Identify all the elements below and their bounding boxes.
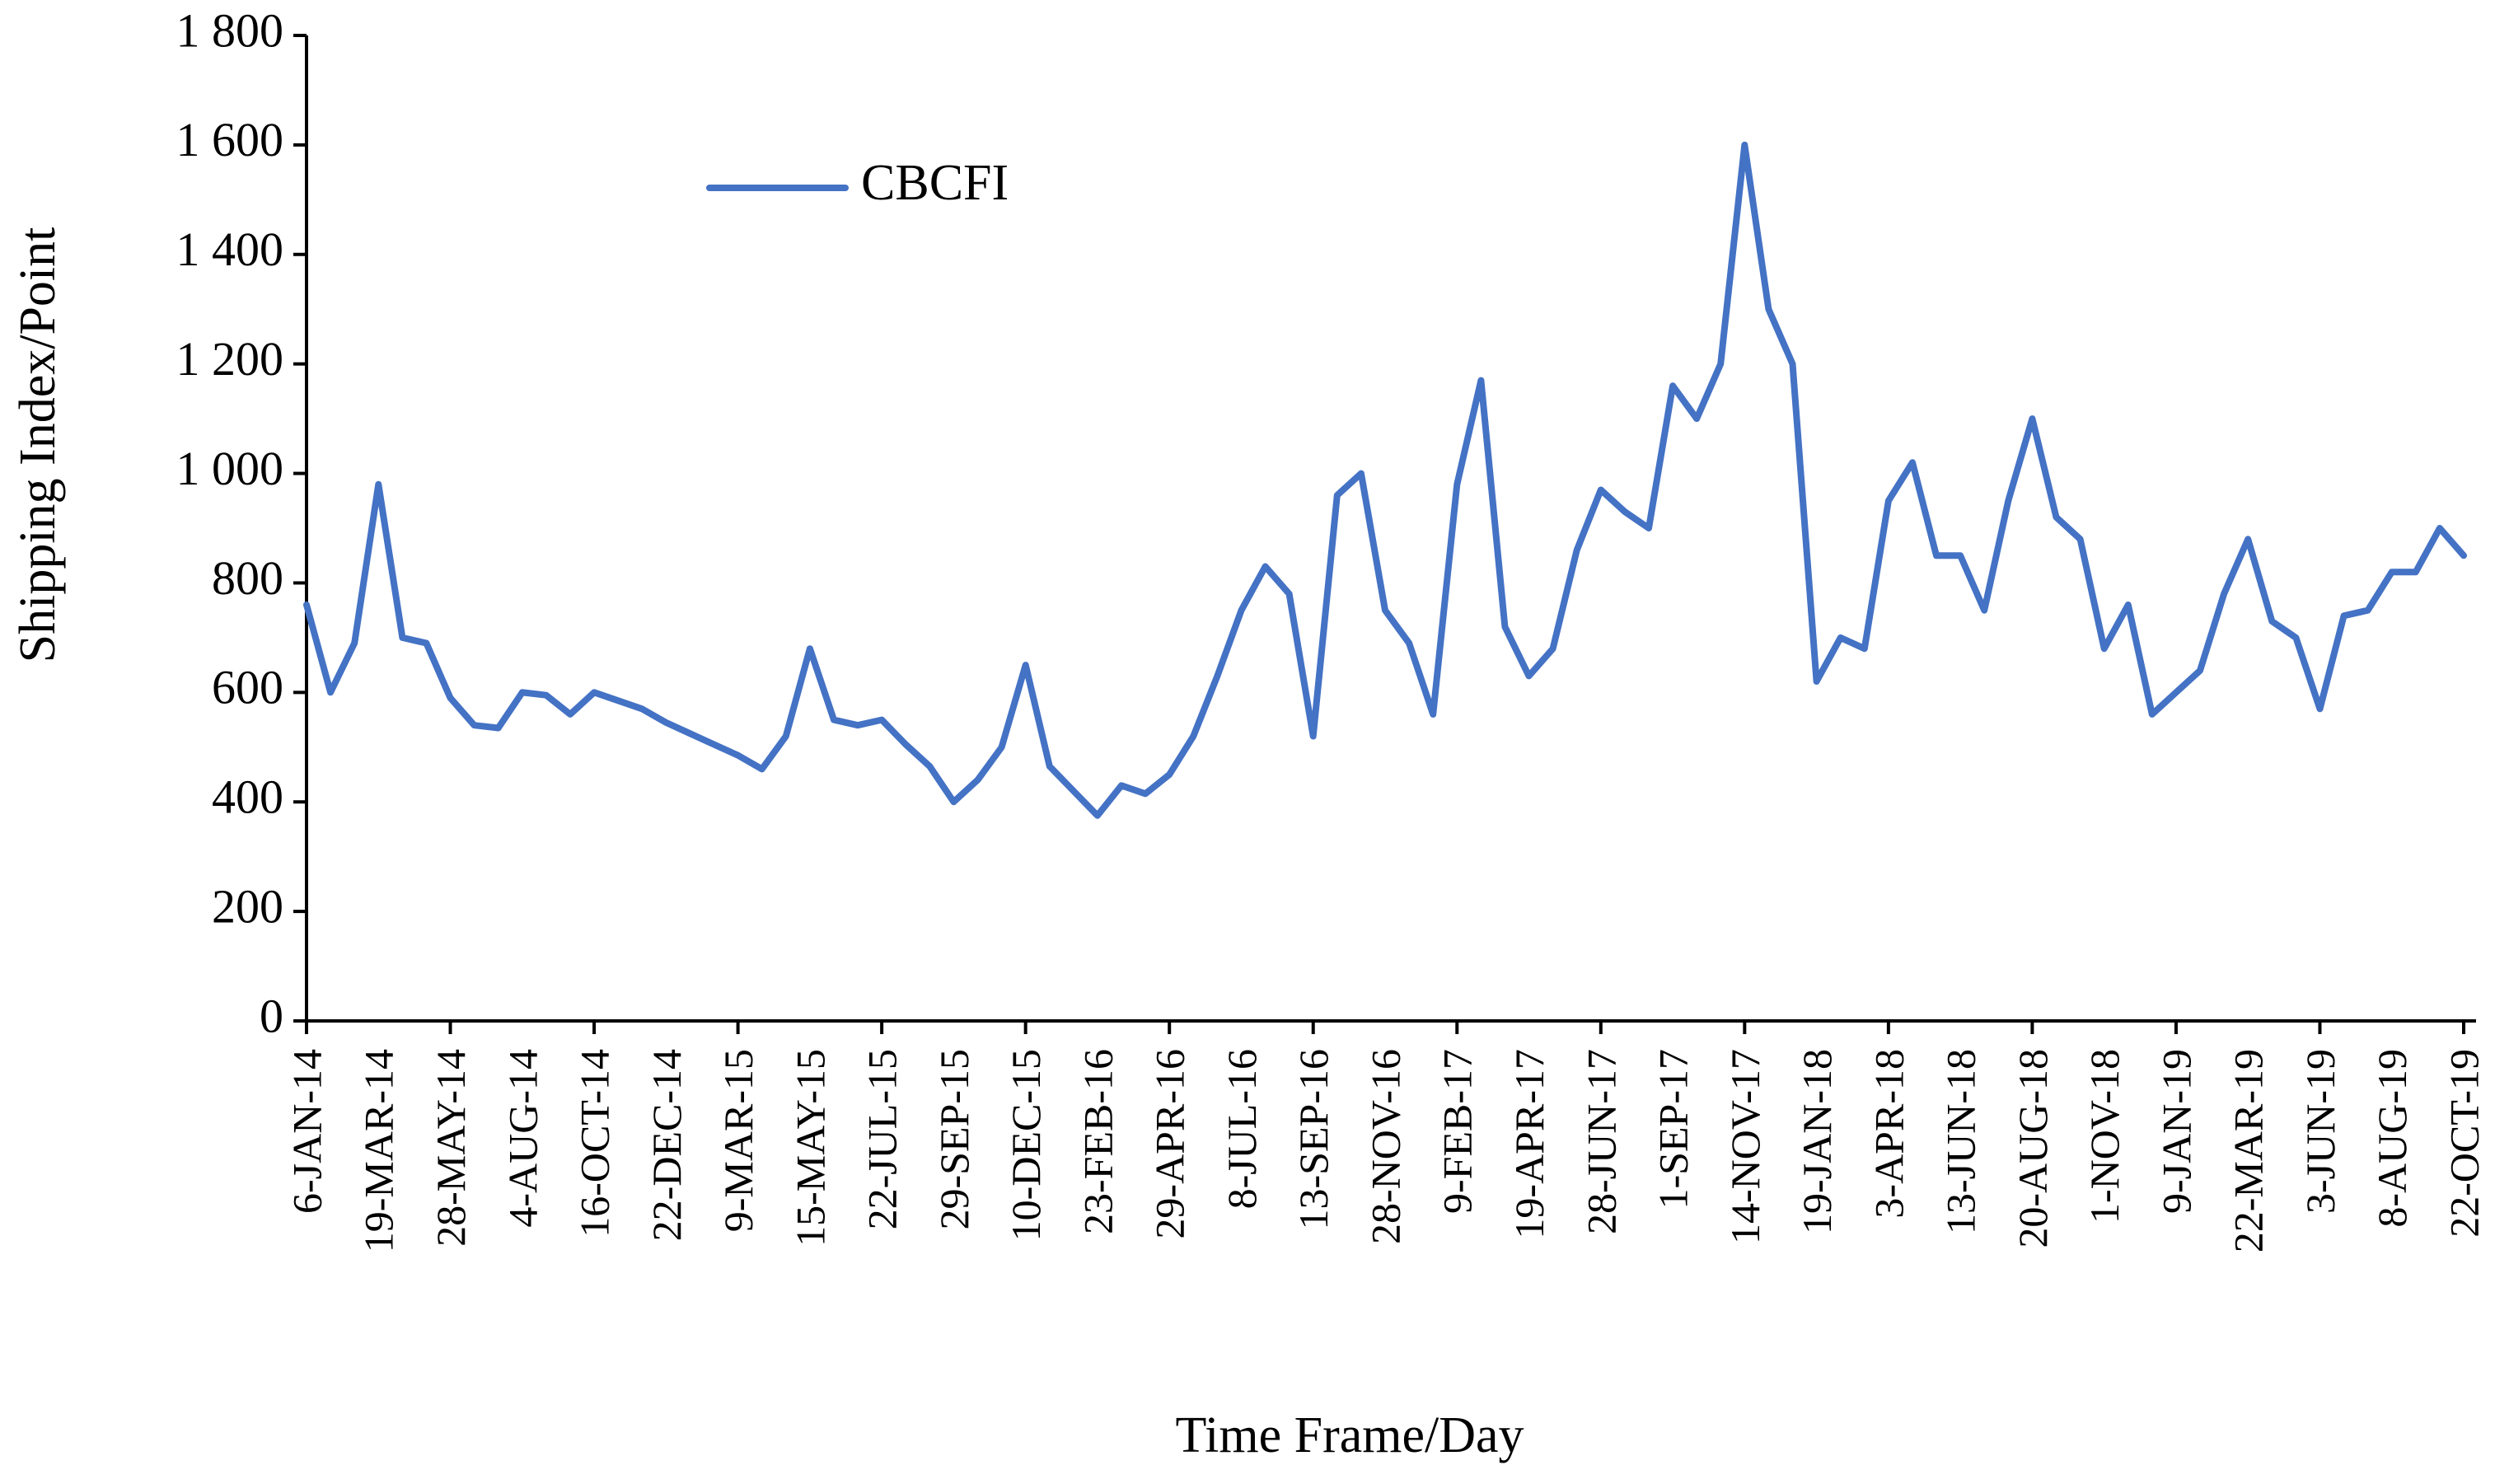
x-tick-label: 19-MAR-14 — [356, 1049, 402, 1252]
y-tick-label: 1 400 — [176, 222, 284, 276]
y-axis-title: Shipping Index/Point — [10, 227, 66, 663]
x-tick-label: 3-JUN-19 — [2297, 1049, 2343, 1214]
x-tick-label: 20-AUG-18 — [2010, 1049, 2056, 1248]
x-tick-label: 6-JAN-14 — [283, 1049, 330, 1214]
x-tick-label: 22-OCT-19 — [2441, 1049, 2487, 1238]
x-tick-label: 13-JUN-18 — [1938, 1049, 1984, 1234]
x-tick-label: 28-JUN-17 — [1578, 1049, 1624, 1234]
x-tick-label: 19-APR-17 — [1506, 1049, 1552, 1239]
x-tick-label: 9-JAN-19 — [2153, 1049, 2199, 1214]
x-tick-label: 8-JUL-16 — [1219, 1049, 1265, 1209]
x-tick-label: 19-JAN-18 — [1794, 1049, 1840, 1234]
x-tick-label: 13-SEP-16 — [1290, 1049, 1336, 1229]
x-tick-label: 29-SEP-15 — [931, 1049, 977, 1229]
x-tick-label: 22-MAR-19 — [2226, 1049, 2272, 1252]
y-tick-label: 1 000 — [176, 442, 284, 495]
x-tick-label: 22-JUL-15 — [859, 1049, 906, 1229]
y-tick-label: 0 — [260, 989, 283, 1042]
y-tick-label: 200 — [212, 879, 283, 933]
x-tick-label: 8-AUG-19 — [2369, 1049, 2415, 1228]
x-tick-label: 4-AUG-14 — [499, 1049, 545, 1228]
legend-label: CBCFI — [861, 155, 1009, 211]
x-tick-label: 16-OCT-14 — [572, 1049, 618, 1238]
x-axis-title: Time Frame/Day — [1175, 1407, 1524, 1463]
x-tick-label: 15-MAY-15 — [787, 1049, 833, 1247]
data-line — [303, 141, 2467, 819]
x-tick-label: 28-MAY-14 — [428, 1049, 474, 1247]
x-tick-label: 22-DEC-14 — [644, 1049, 690, 1241]
x-tick-label: 1-NOV-18 — [2081, 1049, 2128, 1224]
y-tick-label: 1 600 — [176, 113, 284, 166]
x-tick-label: 3-APR-18 — [1865, 1049, 1912, 1219]
x-tick-label: 14-NOV-17 — [1722, 1049, 1768, 1244]
x-tick-label: 29-APR-16 — [1147, 1049, 1193, 1239]
y-tick-label: 600 — [212, 661, 283, 714]
y-tick-label: 800 — [212, 551, 283, 605]
y-tick-label: 1 200 — [176, 332, 284, 386]
y-tick-label: 400 — [212, 770, 283, 824]
y-tick-label: 1 800 — [176, 3, 284, 57]
x-tick-label: 28-NOV-16 — [1362, 1049, 1408, 1244]
x-tick-label: 9-MAR-15 — [715, 1049, 761, 1232]
x-tick-label: 10-DEC-15 — [1003, 1049, 1049, 1241]
x-tick-label: 9-FEB-17 — [1435, 1049, 1481, 1214]
x-tick-label: 1-SEP-17 — [1650, 1049, 1697, 1209]
x-tick-label: 23-FEB-16 — [1074, 1049, 1121, 1234]
